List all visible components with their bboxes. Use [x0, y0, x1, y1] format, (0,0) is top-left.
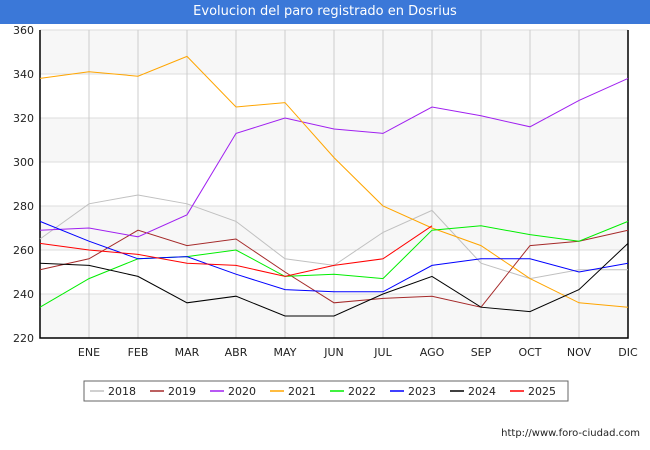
series-line-2021: [39, 55, 629, 308]
legend-label: 2022: [348, 385, 376, 398]
x-tick-label: NOV: [567, 346, 592, 359]
legend-label: 2020: [228, 385, 256, 398]
y-tick-label: 320: [13, 112, 34, 125]
x-tick-label: FEB: [128, 346, 149, 359]
x-tick-label: SEP: [471, 346, 492, 359]
y-tick-label: 360: [13, 24, 34, 37]
x-tick-label: MAR: [175, 346, 200, 359]
x-tick-label: JUN: [323, 346, 344, 359]
legend-label: 2021: [288, 385, 316, 398]
y-tick-label: 340: [13, 68, 34, 81]
x-tick-label: ABR: [225, 346, 248, 359]
series-line-2023: [39, 220, 629, 293]
legend-label: 2025: [528, 385, 556, 398]
chart-title: Evolucion del paro registrado en Dosrius: [0, 0, 650, 24]
legend-label: 2024: [468, 385, 496, 398]
x-tick-label: AGO: [420, 346, 445, 359]
series-line-2025: [39, 225, 433, 277]
source-url[interactable]: http://www.foro-ciudad.com: [501, 428, 640, 439]
x-tick-label: DIC: [618, 346, 638, 359]
y-tick-label: 260: [13, 244, 34, 257]
y-tick-label: 280: [13, 200, 34, 213]
plot-frame: [39, 30, 629, 339]
y-tick-label: 220: [13, 332, 34, 345]
x-tick-label: MAY: [274, 346, 297, 359]
x-tick-label: JUL: [373, 346, 392, 359]
series-line-2024: [39, 243, 629, 317]
legend-label: 2018: [108, 385, 136, 398]
legend: 2018 2019 2020 2021 2022 2023 2024 2025: [83, 380, 569, 402]
y-tick-label: 240: [13, 288, 34, 301]
legend-label: 2019: [168, 385, 196, 398]
x-tick-label: OCT: [518, 346, 541, 359]
legend-label: 2023: [408, 385, 436, 398]
legend-box: [83, 380, 569, 402]
y-tick-label: 300: [13, 156, 34, 169]
series-line-2019: [39, 229, 629, 308]
x-tick-label: ENE: [78, 346, 100, 359]
series-line-2020: [39, 77, 629, 238]
